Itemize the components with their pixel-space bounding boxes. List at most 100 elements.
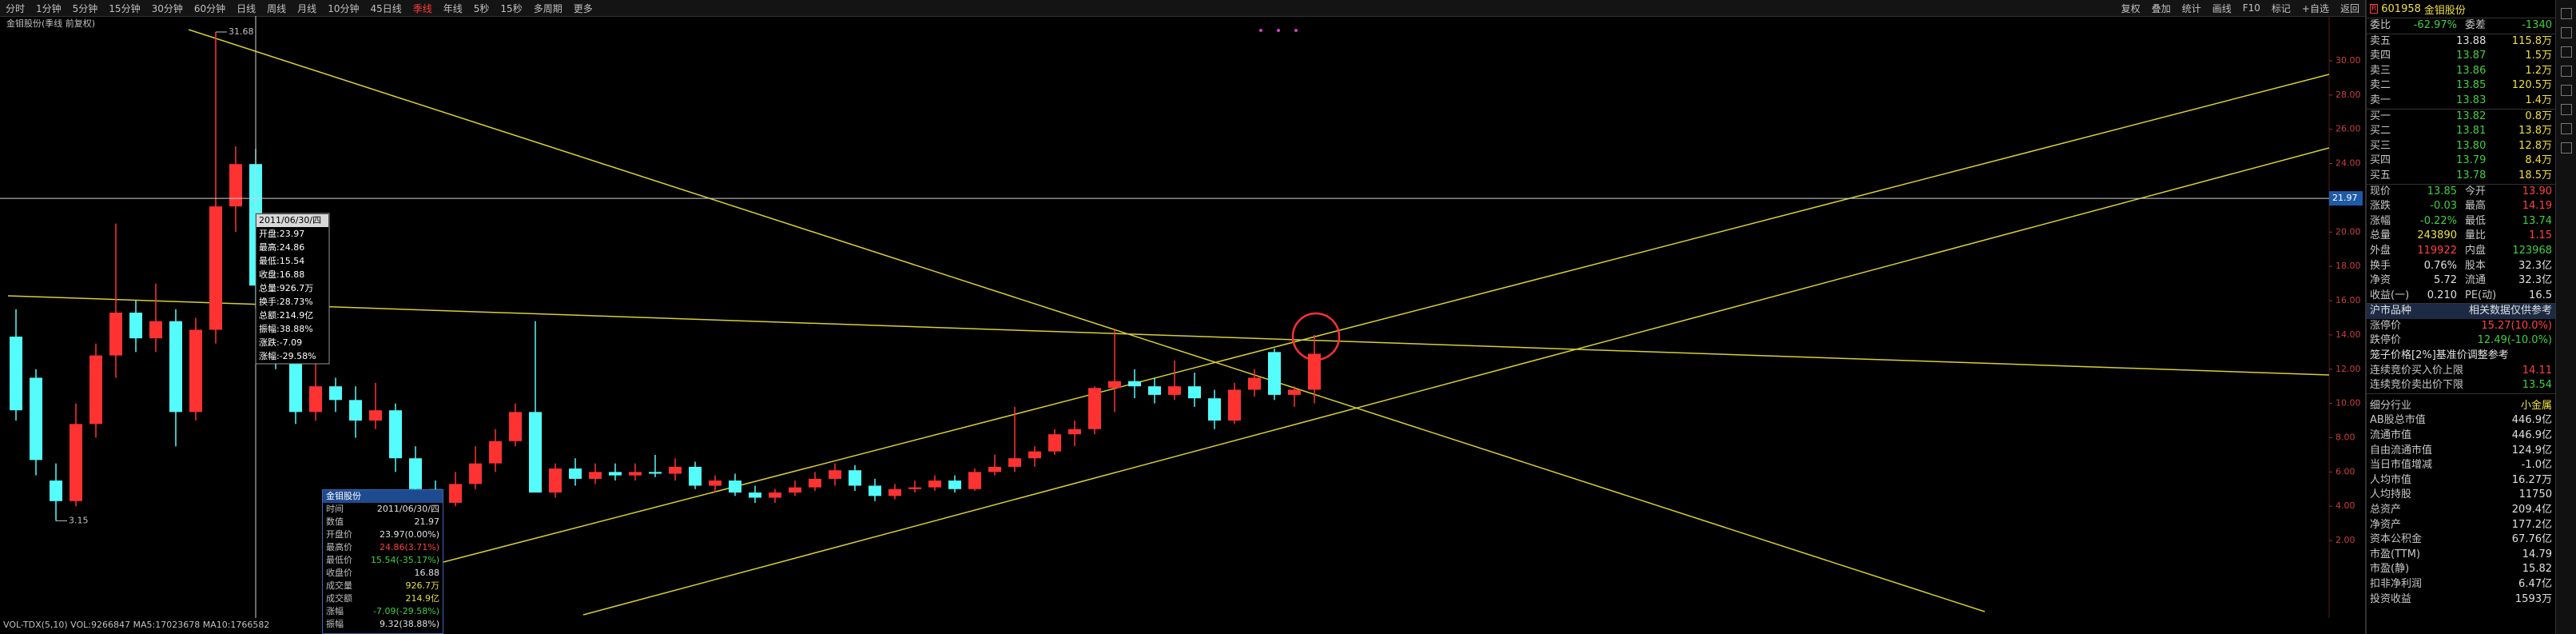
info-label: 数值 [326,516,344,527]
panel-label: 总资产 [2370,504,2402,516]
candle-body [849,470,861,486]
action-button[interactable]: 画线 [2212,2,2232,14]
icon[interactable] [2561,85,2572,96]
candle-body [829,470,841,479]
candle-body [129,313,142,339]
panel-label: 人均持股 [2370,488,2412,501]
crosshair-label-box [2329,191,2363,206]
cage-rows-section: 连续竞价买入价上限 14.11 连续竞价卖出价下限 13.54 [2367,364,2555,394]
info-row: 涨幅 -7.09(-29.58%) [323,605,443,618]
icon[interactable] [2561,66,2572,77]
panel-value: 16.27万 [2511,473,2552,486]
period-button[interactable]: 45日线 [370,2,402,14]
panel-row: 收益(一) 0.210 PE(动) 16.5 [2367,289,2555,304]
panel-label: 卖二 [2370,79,2391,92]
panel-label: 18.5万 [2518,169,2553,181]
period-button[interactable]: 1分钟 [36,2,62,14]
panel-label: 连续竞价买入价上限 [2370,364,2464,377]
panel-value: 13.82 [2456,110,2487,122]
period-button[interactable]: 日线 [237,2,256,14]
candle-body [529,412,542,493]
period-button[interactable]: 15分钟 [109,2,141,14]
period-button[interactable]: 5秒 [473,2,490,14]
period-button[interactable]: 分时 [6,2,26,14]
crosshair-label: 21.97 [2332,193,2358,203]
tooltip-date-bg [256,214,328,227]
period-button[interactable]: 15秒 [500,2,523,14]
panel-label: 0.8万 [2525,110,2553,122]
icon[interactable] [2561,104,2572,115]
period-button[interactable]: 季线 [412,2,432,14]
panel-row: 资本公积金 67.76亿 [2367,532,2555,548]
panel-value: -1.0亿 [2521,459,2552,472]
candle-body [948,480,961,489]
y-tick-label: 28.00 [2335,90,2361,100]
panel-label: 买二 [2370,125,2391,138]
panel-label: 卖四 [2370,50,2391,62]
y-tick-label: 8.00 [2335,432,2355,442]
icon[interactable] [2561,27,2572,38]
trend-line [188,29,1986,612]
y-tick-label: 30.00 [2335,55,2361,66]
panel-row: 总资产 209.4亿 [2367,503,2555,518]
candle-body [70,424,82,501]
action-button[interactable]: 标记 [2271,2,2291,14]
period-button[interactable]: 30分钟 [151,2,183,14]
panel-row: 净资产 177.2亿 [2367,518,2555,533]
candle-body [729,480,741,493]
period-button[interactable]: 年线 [443,2,463,14]
icon[interactable] [2561,46,2572,58]
panel-row: 涨停价 15.27(10.0%) [2367,319,2555,334]
period-button[interactable]: 10分钟 [328,2,360,14]
panel-label: 涨停价 [2370,319,2402,332]
panel-value: 13.80 [2456,139,2487,152]
period-button[interactable]: 月线 [297,2,317,14]
panel-value: 13.74 [2522,214,2552,227]
icon[interactable] [2561,123,2572,134]
candle-body [569,469,582,479]
info-row: 最低价 15.54(-35.17%) [323,554,443,567]
action-button[interactable]: 返回 [2339,2,2359,14]
action-button[interactable]: 复权 [2121,2,2141,14]
info-row: 成交量 926.7万 [323,580,443,592]
candle-body [1068,429,1081,435]
candle-body [928,480,941,488]
action-button[interactable]: 统计 [2181,2,2201,14]
panel-value: 14.79 [2522,548,2552,560]
panel-label: 委比 [2370,19,2391,31]
panel-value: 1.15 [2529,229,2552,242]
tooltip-row: 开盘:23.97 [259,228,304,239]
action-button[interactable]: 叠加 [2151,2,2171,14]
notice-section: 沪市品种 相关数据仅供参考 [2367,304,2555,319]
action-button[interactable]: F10 [2242,2,2260,14]
period-button[interactable]: 60分钟 [193,2,226,14]
candle-body [469,463,482,484]
icon[interactable] [2561,8,2572,19]
candle-body [649,472,662,474]
candle-body [968,472,981,489]
icon[interactable] [2561,142,2572,154]
dot [1259,29,1262,32]
candle-body [609,472,622,476]
candle-body [89,355,102,425]
panel-value: 15.82 [2522,563,2552,576]
info-label: 振幅 [326,619,344,629]
panel-row: 总量 243890 量比 1.15 [2367,229,2555,244]
action-button[interactable]: +自选 [2301,2,2329,14]
trend-line [582,147,2330,616]
period-button[interactable]: 周线 [267,2,287,14]
period-button[interactable]: 多周期 [533,2,563,14]
candle-body [869,485,881,496]
period-button[interactable]: 更多 [573,2,593,14]
panel-value: 123968 [2512,244,2552,257]
panel-value: 11750 [2518,488,2552,501]
panel-value: 446.9亿 [2511,414,2552,427]
period-button[interactable]: 5分钟 [72,2,98,14]
candle-body [169,321,182,413]
panel-label: 最低 [2465,214,2487,227]
panel-label: 扣非净利润 [2370,577,2423,590]
y-tick-label: 16.00 [2335,295,2361,305]
panel-label: 卖一 [2370,94,2391,106]
candle-body [409,458,422,489]
panel-label: 买三 [2370,139,2391,152]
